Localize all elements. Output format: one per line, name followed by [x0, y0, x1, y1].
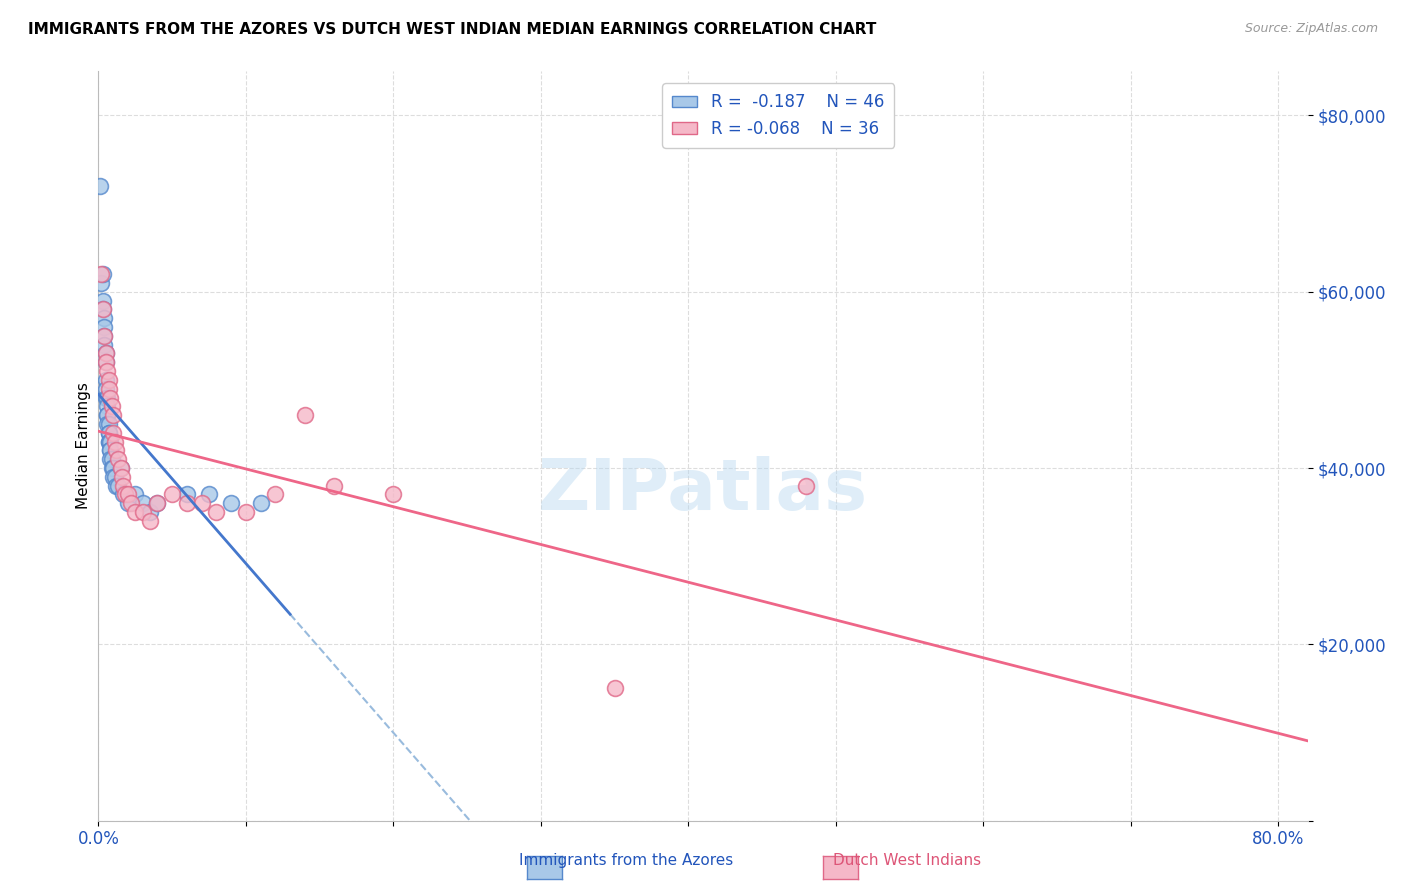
Point	[794, 478, 817, 492]
Point	[93, 320, 115, 334]
Point	[120, 496, 142, 510]
Point	[124, 505, 146, 519]
Point	[91, 267, 114, 281]
Point	[96, 408, 118, 422]
Point	[91, 293, 114, 308]
Point	[100, 400, 122, 414]
Text: Immigrants from the Azores: Immigrants from the Azores	[519, 853, 733, 868]
Point	[101, 470, 124, 484]
Point	[101, 425, 124, 440]
Point	[110, 461, 132, 475]
Point	[101, 408, 124, 422]
Y-axis label: Median Earnings: Median Earnings	[76, 383, 91, 509]
Text: Source: ZipAtlas.com: Source: ZipAtlas.com	[1244, 22, 1378, 36]
Point	[114, 487, 136, 501]
Point	[176, 487, 198, 501]
Point	[104, 470, 127, 484]
Point	[107, 478, 129, 492]
Point	[100, 461, 122, 475]
Point	[97, 425, 120, 440]
Point	[93, 337, 115, 351]
Point	[93, 311, 115, 326]
Point	[294, 408, 316, 422]
Point	[235, 505, 257, 519]
Point	[264, 487, 287, 501]
Point	[96, 364, 118, 378]
Point	[97, 425, 120, 440]
Point	[603, 681, 626, 696]
Point	[100, 452, 122, 467]
Point	[94, 373, 117, 387]
Point	[98, 443, 121, 458]
Point	[190, 496, 212, 510]
Point	[96, 417, 118, 431]
Point	[91, 302, 114, 317]
Point	[98, 443, 121, 458]
Point	[112, 478, 135, 492]
Point	[98, 452, 121, 467]
Point	[94, 382, 117, 396]
Point	[146, 496, 169, 510]
Point	[96, 408, 118, 422]
Point	[382, 487, 405, 501]
Point	[97, 417, 120, 431]
Text: ZIPatlas: ZIPatlas	[538, 457, 868, 525]
Point	[111, 470, 134, 484]
Point	[97, 373, 120, 387]
Point	[90, 276, 112, 290]
Point	[94, 346, 117, 360]
Point	[94, 355, 117, 369]
Point	[94, 391, 117, 405]
Point	[96, 400, 118, 414]
Point	[94, 346, 117, 360]
Point	[97, 382, 120, 396]
Text: Dutch West Indians: Dutch West Indians	[832, 853, 981, 868]
Point	[112, 487, 135, 501]
Point	[124, 487, 146, 501]
Point	[94, 355, 117, 369]
Text: IMMIGRANTS FROM THE AZORES VS DUTCH WEST INDIAN MEDIAN EARNINGS CORRELATION CHAR: IMMIGRANTS FROM THE AZORES VS DUTCH WEST…	[28, 22, 876, 37]
Point	[93, 328, 115, 343]
Point	[323, 478, 346, 492]
Point	[139, 514, 162, 528]
Point	[101, 461, 124, 475]
Point	[131, 496, 153, 510]
Point	[93, 328, 115, 343]
Point	[146, 496, 169, 510]
Point	[90, 267, 112, 281]
Point	[91, 302, 114, 317]
Point	[205, 505, 228, 519]
Point	[98, 434, 121, 449]
Point	[97, 434, 120, 449]
Point	[198, 487, 221, 501]
Point	[117, 487, 139, 501]
Point	[131, 505, 153, 519]
Point	[105, 443, 128, 458]
Point	[139, 505, 162, 519]
Point	[105, 478, 128, 492]
Legend: R =  -0.187    N = 46, R = -0.068    N = 36: R = -0.187 N = 46, R = -0.068 N = 36	[662, 84, 894, 148]
Point	[117, 496, 139, 510]
Point	[104, 434, 127, 449]
Point	[160, 487, 183, 501]
Point	[96, 391, 118, 405]
Point	[249, 496, 271, 510]
Point	[176, 496, 198, 510]
Point	[97, 434, 120, 449]
Point	[107, 452, 129, 467]
Point	[98, 391, 121, 405]
Point	[89, 178, 111, 193]
Point	[219, 496, 242, 510]
Point	[110, 461, 132, 475]
